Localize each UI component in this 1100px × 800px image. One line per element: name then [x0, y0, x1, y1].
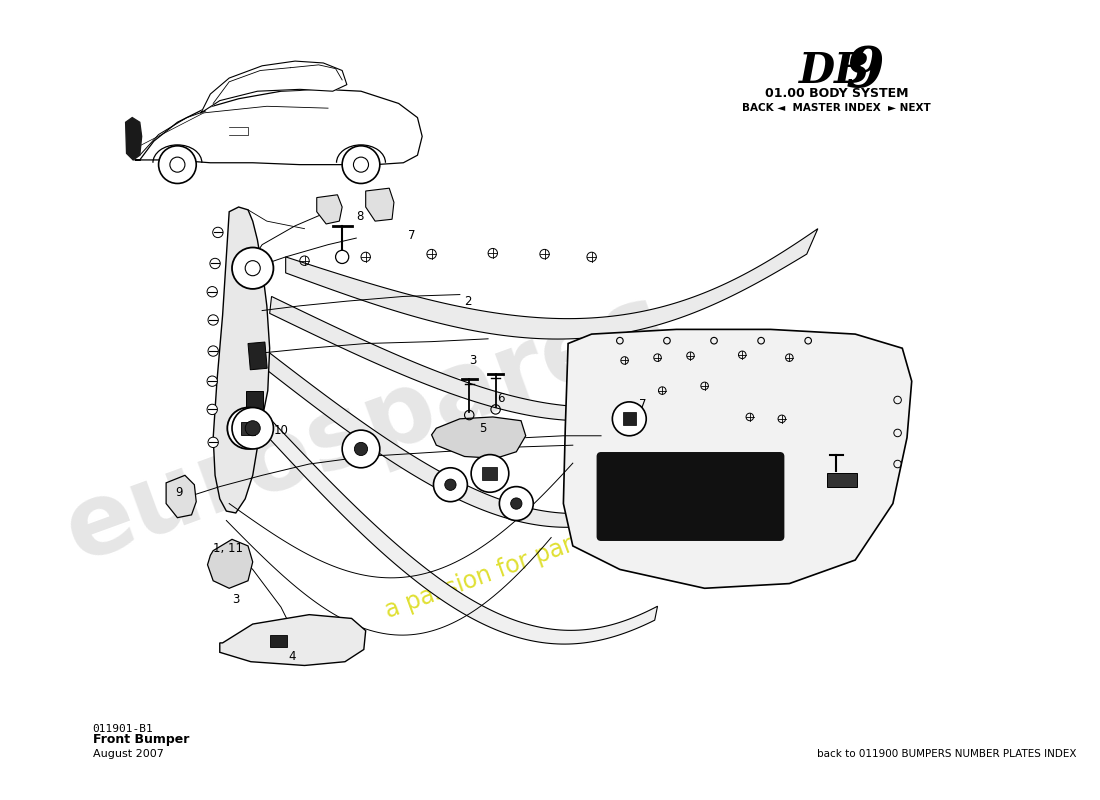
- Circle shape: [208, 437, 219, 447]
- Text: 1, 11: 1, 11: [213, 542, 243, 555]
- Bar: [241, 422, 254, 435]
- Circle shape: [245, 421, 261, 436]
- Circle shape: [444, 479, 456, 490]
- Circle shape: [232, 247, 274, 289]
- Circle shape: [433, 468, 468, 502]
- Bar: [623, 412, 636, 426]
- Circle shape: [208, 346, 219, 356]
- Polygon shape: [317, 194, 342, 224]
- Text: 011901-B1: 011901-B1: [92, 724, 153, 734]
- Text: Front Bumper: Front Bumper: [92, 734, 189, 746]
- Bar: [248, 342, 267, 370]
- Text: 01.00 BODY SYSTEM: 01.00 BODY SYSTEM: [764, 87, 909, 101]
- Text: 9: 9: [176, 486, 183, 498]
- Polygon shape: [563, 330, 912, 588]
- Text: 8: 8: [356, 210, 364, 223]
- Circle shape: [613, 402, 646, 436]
- Circle shape: [471, 454, 509, 492]
- Polygon shape: [286, 229, 817, 339]
- Circle shape: [342, 430, 380, 468]
- Circle shape: [228, 407, 268, 449]
- Text: August 2007: August 2007: [92, 749, 164, 758]
- Text: 4: 4: [288, 650, 296, 662]
- Text: 7: 7: [639, 398, 646, 411]
- Circle shape: [207, 286, 218, 297]
- Circle shape: [210, 258, 220, 269]
- Polygon shape: [208, 539, 253, 588]
- Bar: [483, 467, 497, 480]
- Circle shape: [499, 486, 534, 521]
- Circle shape: [354, 442, 367, 455]
- Text: 3: 3: [470, 354, 476, 367]
- Text: 5: 5: [478, 422, 486, 434]
- Polygon shape: [270, 297, 733, 421]
- Circle shape: [208, 315, 219, 325]
- Circle shape: [207, 404, 218, 414]
- Polygon shape: [135, 90, 422, 165]
- Text: eurospares: eurospares: [52, 274, 680, 582]
- Polygon shape: [431, 417, 526, 458]
- Circle shape: [158, 146, 196, 183]
- Text: 7: 7: [408, 229, 416, 242]
- Polygon shape: [213, 207, 270, 513]
- Polygon shape: [166, 475, 196, 518]
- Polygon shape: [245, 395, 658, 644]
- Bar: [827, 474, 857, 486]
- Polygon shape: [125, 118, 142, 160]
- FancyBboxPatch shape: [597, 453, 783, 540]
- Polygon shape: [365, 188, 394, 221]
- Circle shape: [232, 407, 274, 449]
- Circle shape: [336, 250, 349, 263]
- Text: back to 011900 BUMPERS NUMBER PLATES INDEX: back to 011900 BUMPERS NUMBER PLATES IND…: [817, 749, 1077, 758]
- Text: 6: 6: [497, 392, 505, 405]
- Text: 10: 10: [274, 424, 288, 437]
- Polygon shape: [220, 614, 365, 666]
- Bar: [270, 635, 287, 646]
- Bar: [246, 390, 263, 414]
- Text: DB: DB: [799, 50, 870, 92]
- Text: a passion for parts since 1985: a passion for parts since 1985: [382, 478, 726, 623]
- Polygon shape: [201, 61, 346, 113]
- Text: 3: 3: [232, 593, 240, 606]
- Circle shape: [207, 376, 218, 386]
- Polygon shape: [254, 343, 691, 527]
- Circle shape: [212, 227, 223, 238]
- Circle shape: [342, 146, 380, 183]
- Text: 2: 2: [464, 294, 472, 308]
- Circle shape: [510, 498, 522, 510]
- Text: 9: 9: [846, 44, 884, 99]
- Text: BACK ◄  MASTER INDEX  ► NEXT: BACK ◄ MASTER INDEX ► NEXT: [742, 102, 931, 113]
